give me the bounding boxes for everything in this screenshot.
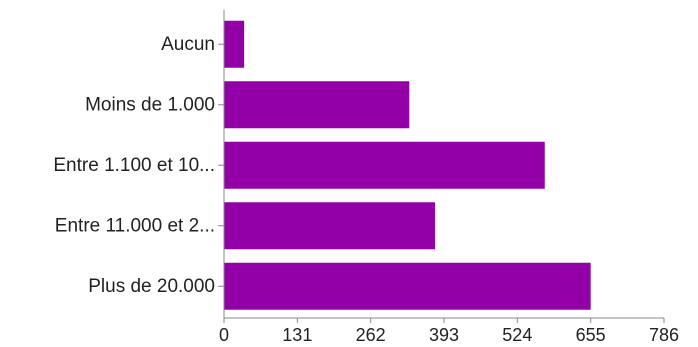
bar-4 [224, 262, 591, 310]
bars-group [224, 20, 591, 310]
category-label-4: Plus de 20.000 [88, 276, 215, 297]
x-tick-label-0: 0 [219, 325, 229, 345]
x-tick-label-1: 131 [282, 325, 312, 345]
x-tick-label-3: 393 [429, 325, 459, 345]
category-label-1: Moins de 1.000 [85, 94, 215, 115]
bar-0 [224, 20, 245, 68]
x-tick-label-6: 786 [649, 325, 679, 345]
bar-3 [224, 202, 436, 250]
bar-1 [224, 81, 410, 129]
x-axis-ticks: 0 131 262 393 524 655 786 [219, 318, 679, 345]
category-label-0: Aucun [161, 34, 215, 55]
category-label-2: Entre 1.100 et 10... [53, 155, 215, 176]
x-tick-label-4: 524 [502, 325, 532, 345]
bar-2 [224, 141, 545, 189]
x-tick-label-5: 655 [576, 325, 606, 345]
x-tick-label-2: 262 [356, 325, 386, 345]
category-label-3: Entre 11.000 et 2... [55, 215, 215, 236]
category-labels: Aucun Moins de 1.000 Entre 1.100 et 10... E… [53, 34, 224, 297]
